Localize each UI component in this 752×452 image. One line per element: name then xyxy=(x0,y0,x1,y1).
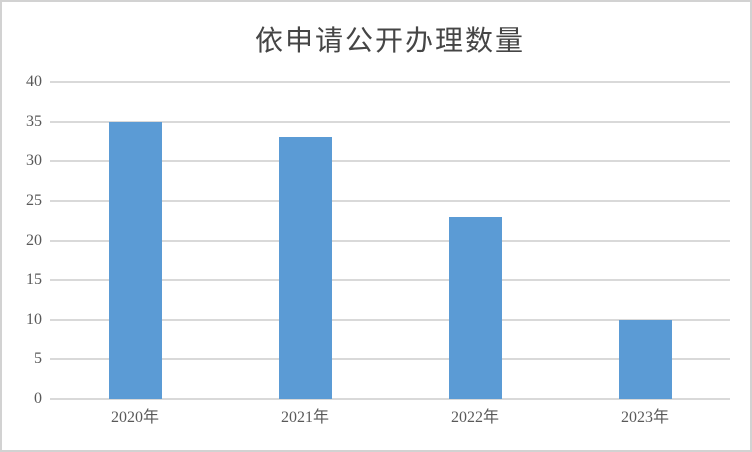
y-axis-tick-label: 15 xyxy=(26,271,42,289)
y-axis-tick-label: 10 xyxy=(26,310,42,328)
x-axis-tick-label: 2021年 xyxy=(280,409,329,426)
chart-title: 依申请公开办理数量 xyxy=(254,26,525,57)
gridline xyxy=(50,358,730,361)
y-axis-tick-label: 5 xyxy=(34,350,42,368)
bar-2022年 xyxy=(448,216,502,399)
bar-2021年 xyxy=(278,137,332,399)
y-axis-tick-label: 40 xyxy=(26,73,42,90)
gridline xyxy=(50,120,730,123)
y-axis-tick-label: 30 xyxy=(26,152,42,170)
y-axis-tick-label: 35 xyxy=(26,112,42,130)
x-axis-line xyxy=(50,398,730,400)
gridline xyxy=(50,239,730,242)
gridline xyxy=(50,318,730,321)
plot-area xyxy=(50,81,730,400)
x-axis-tick-label: 2020年 xyxy=(110,409,159,426)
bar-2023年 xyxy=(618,319,672,399)
gridline xyxy=(50,199,730,202)
y-axis-tick-label: 25 xyxy=(26,191,42,209)
x-axis-tick-label: 2022年 xyxy=(450,409,499,426)
gridline xyxy=(50,81,730,83)
bar-2020年 xyxy=(108,121,162,399)
y-axis-tick-label: 20 xyxy=(26,231,42,249)
gridline xyxy=(50,279,730,282)
y-axis-tick-label: 0 xyxy=(34,390,42,407)
gridline xyxy=(50,160,730,163)
x-axis-tick-label: 2023年 xyxy=(620,409,669,426)
